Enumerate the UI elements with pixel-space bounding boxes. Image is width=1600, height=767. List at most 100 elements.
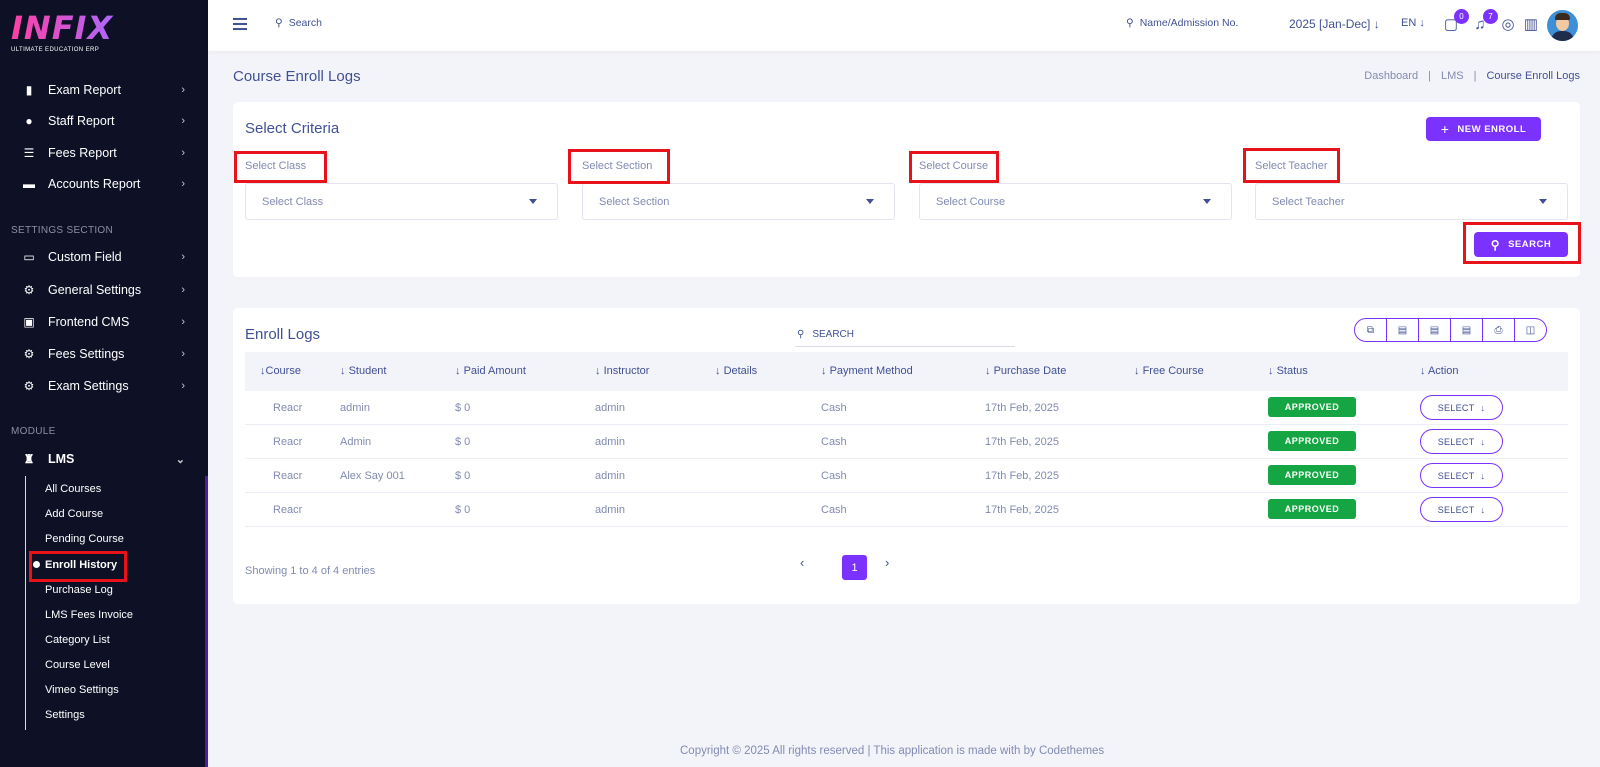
analytics-icon[interactable]: ▥ [1523,16,1539,33]
notifications-badge: 7 [1483,9,1498,24]
sidebar-sub-enroll-history[interactable]: Enroll History [45,559,118,571]
action-select-button[interactable]: SELECT ↓ [1420,429,1503,454]
lms-icon: ♜ [23,452,35,466]
column-course[interactable]: ↓Course [260,365,301,377]
prev-page-icon[interactable]: ‹ [800,555,805,570]
sidebar-sub-purchase-log[interactable]: Purchase Log [45,584,113,596]
course-select-value: Select Course [936,195,1006,208]
cms-icon: ▣ [23,315,35,329]
plus-icon: + [1440,121,1450,137]
class-select-value: Select Class [262,195,324,208]
caret-down-icon [1539,199,1547,204]
cell-date: 17th Feb, 2025 [985,436,1060,448]
header-search[interactable]: ⚲ Search [275,17,322,29]
sidebar-sub-pending-course[interactable]: Pending Course [45,533,124,545]
cell-paid: $ 0 [455,436,471,448]
sidebar-item-exam-report[interactable]: ▮ Exam Report › [0,76,205,104]
sidebar-sub-vimeo-settings[interactable]: Vimeo Settings [45,684,119,696]
cell-date: 17th Feb, 2025 [985,470,1060,482]
section-select[interactable]: Select Section [582,183,895,220]
academic-year-select[interactable]: 2025 [Jan-Dec] ↓ [1289,17,1380,31]
sidebar-item-fees-settings[interactable]: ⚙ Fees Settings › [0,340,205,368]
globe-icon[interactable]: ◎ [1501,16,1515,33]
column-student[interactable]: ↓ Student [340,365,387,377]
sidebar-sub-lms-fees-invoice[interactable]: LMS Fees Invoice [45,609,134,621]
sidebar-item-general-settings[interactable]: ⚙ General Settings › [0,276,205,304]
column-instructor[interactable]: ↓ Instructor [595,365,650,377]
chevron-right-icon: › [181,147,185,159]
new-enroll-button[interactable]: + NEW ENROLL [1426,117,1541,141]
active-indicator [33,561,40,568]
class-select[interactable]: Select Class [245,183,558,220]
sidebar-item-custom-field[interactable]: ▭ Custom Field › [0,243,205,271]
page-number-button[interactable]: 1 [842,555,867,580]
next-page-icon[interactable]: › [885,555,890,570]
language-select[interactable]: EN ↓ [1401,17,1425,29]
sidebar-item-frontend-cms[interactable]: ▣ Frontend CMS › [0,308,205,336]
column-details[interactable]: ↓ Details [715,365,758,377]
status-badge: APPROVED [1268,465,1356,485]
top-header: ⚲ Search ⚲ Name/Admission No. 2025 [Jan-… [208,0,1600,51]
action-select-button[interactable]: SELECT ↓ [1420,395,1503,420]
copy-icon[interactable]: ⧉ [1355,319,1387,341]
sidebar-item-fees-report[interactable]: ☰ Fees Report › [0,139,205,167]
logo[interactable]: INFIX ULTIMATE EDUCATION ERP [11,12,121,56]
arrow-down-icon: ↓ [1480,436,1486,447]
table-row: Reacr Alex Say 001 $ 0 admin Cash 17th F… [245,459,1568,493]
sidebar-sub-all-courses[interactable]: All Courses [45,483,102,495]
teacher-select[interactable]: Select Teacher [1255,183,1568,220]
sidebar-sub-settings[interactable]: Settings [45,709,85,721]
breadcrumb-dashboard[interactable]: Dashboard [1364,70,1419,82]
column-paid-amount[interactable]: ↓ Paid Amount [455,365,526,377]
messages-icon[interactable]: ▢ 0 [1442,9,1469,33]
cell-method: Cash [821,504,847,516]
sidebar-scrollbar[interactable] [205,476,208,767]
enroll-logs-card: Enroll Logs ⚲ SEARCH ⧉ ▤ ▤ ▤ ⎙ ◫ ↓Course… [233,308,1580,604]
arrow-down-icon: ↓ [1373,17,1380,31]
menu-toggle-icon[interactable] [233,18,247,30]
select-section-label: Select Section [582,160,653,172]
sidebar-sub-course-level[interactable]: Course Level [45,659,110,671]
list-icon: ☰ [23,146,35,160]
sidebar-item-lms[interactable]: ♜ LMS ⌄ [0,445,205,473]
excel-icon[interactable]: ▤ [1387,319,1419,341]
search-button[interactable]: ⚲ SEARCH [1474,232,1568,257]
breadcrumb: Dashboard | LMS | Course Enroll Logs [1364,70,1580,82]
sidebar-item-exam-settings[interactable]: ⚙ Exam Settings › [0,372,205,400]
breadcrumb-lms[interactable]: LMS [1440,70,1464,82]
column-payment-method[interactable]: ↓ Payment Method [821,365,913,377]
columns-icon[interactable]: ◫ [1525,324,1536,336]
section-select-value: Select Section [599,195,670,208]
sidebar-sub-add-course[interactable]: Add Course [45,508,104,520]
bell-icon[interactable]: ♫ 7 [1471,9,1498,33]
cell-student: admin [340,402,370,414]
avatar[interactable] [1547,10,1578,41]
column-free-course[interactable]: ↓ Free Course [1134,365,1204,377]
cell-student: Alex Say 001 [340,470,405,482]
sidebar-item-accounts-report[interactable]: ▬ Accounts Report › [0,170,205,198]
course-select[interactable]: Select Course [919,183,1232,220]
book-icon: ▮ [25,83,33,97]
chevron-right-icon: › [181,316,185,328]
student-search[interactable]: ⚲ Name/Admission No. [1126,17,1238,29]
csv-icon[interactable]: ▤ [1419,319,1451,341]
cell-instructor: admin [595,436,625,448]
cell-date: 17th Feb, 2025 [985,504,1060,516]
chevron-right-icon: › [181,84,185,96]
column-status[interactable]: ↓ Status [1268,365,1308,377]
print-icon[interactable]: ⎙ [1483,319,1515,341]
cell-instructor: admin [595,402,625,414]
action-select-button[interactable]: SELECT ↓ [1420,463,1503,488]
pdf-icon[interactable]: ▤ [1451,319,1483,341]
footer-copyright: Copyright © 2025 All rights reserved | T… [680,745,1105,757]
column-action[interactable]: ↓ Action [1420,365,1459,377]
column-purchase-date[interactable]: ↓ Purchase Date [985,365,1067,377]
sidebar-item-staff-report[interactable]: ● Staff Report › [0,107,205,135]
student-search-label: Name/Admission No. [1139,17,1239,29]
chevron-right-icon: › [181,178,185,190]
table-search-input[interactable]: ⚲ SEARCH [795,322,1015,347]
action-select-button[interactable]: SELECT ↓ [1420,497,1503,522]
sidebar-item-label: General Settings [48,283,142,297]
sidebar-sub-category-list[interactable]: Category List [45,634,110,646]
caret-down-icon [866,199,874,204]
